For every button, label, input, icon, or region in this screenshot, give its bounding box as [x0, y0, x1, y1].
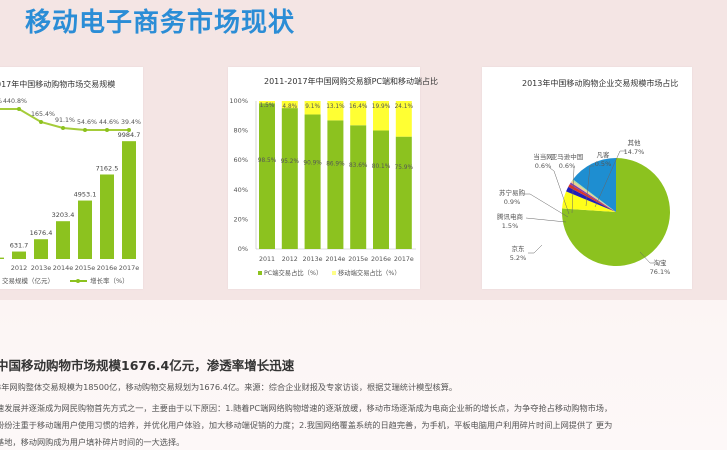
svg-text:交易规模（亿元）: 交易规模（亿元） [2, 276, 54, 285]
paragraph-body-2: 纷纷注重于移动端用户使用习惯的培养，并优化用户体验，加大移动端促销的力度；2.我… [0, 420, 613, 430]
chart-pc-mobile-plot: 0% 20% 40% 60% 80% 100% 1.5% 98.5% 2011 4.8% 95.2%… [229, 97, 416, 277]
svg-text:80.1%: 80.1% [372, 164, 391, 170]
svg-text:2014e: 2014e [325, 256, 345, 263]
svg-text:0%: 0% [238, 245, 248, 253]
chart-pc-mobile-share: 2011-2017年中国网购交易额PC端和移动端占比 0% 20% 40% 60% 80… [228, 67, 438, 289]
page-title: 移动电子商务市场现状 [25, 8, 296, 38]
chart-market-size-plot: 631.7 2012 1676.4 2013e 3203.4 2014e 4953.1 201… [0, 98, 141, 285]
svg-text:98.5%: 98.5% [258, 158, 277, 164]
svg-text:165.4%: 165.4% [31, 111, 55, 118]
bar [78, 200, 92, 259]
svg-text:3203.4: 3203.4 [52, 211, 75, 219]
svg-text:39.4%: 39.4% [121, 119, 141, 126]
svg-text:16.4%: 16.4% [349, 104, 368, 110]
svg-text:移动端交易占比（%）: 移动端交易占比（%） [338, 268, 401, 277]
chart-company-share: 2013年中国移动购物企业交易规模市场占比 其他 14.7% 凡客 0.5% 亚马逊中国… [482, 67, 692, 289]
pie-slice [570, 180, 616, 212]
svg-text:1676.4: 1676.4 [30, 229, 53, 237]
section-headline: 中国移动购物市场规模1676.4亿元，渗透率增长迅速 [0, 358, 295, 373]
chart-title: 2013年中国移动购物企业交易规模市场占比 [522, 79, 679, 88]
svg-text:60%: 60% [234, 156, 248, 164]
svg-text:京东: 京东 [512, 244, 526, 253]
bar [100, 174, 114, 259]
bar [34, 239, 48, 259]
chart-title: 017年中国移动购物市场交易规模 [0, 80, 116, 89]
pie-slice [569, 182, 616, 212]
svg-text:2014e: 2014e [53, 264, 74, 272]
chart-title: 2011-2017年中国网购交易额PC端和移动端占比 [264, 77, 439, 86]
svg-text:100%: 100% [229, 97, 248, 105]
svg-text:4.8%: 4.8% [282, 104, 297, 110]
svg-text:0.5%: 0.5% [595, 160, 612, 168]
svg-text:14.7%: 14.7% [624, 148, 645, 156]
svg-text:PC端交易占比（%）: PC端交易占比（%） [264, 268, 322, 277]
bar [0, 257, 4, 259]
svg-text:24.1%: 24.1% [395, 104, 414, 110]
svg-text:13.1%: 13.1% [326, 104, 345, 110]
bar [12, 251, 26, 259]
svg-text:2012: 2012 [282, 256, 298, 263]
pie-slice [572, 158, 616, 212]
svg-text:2015e: 2015e [348, 256, 368, 263]
svg-text:20%: 20% [234, 215, 248, 223]
bar [56, 221, 70, 259]
svg-text:淘宝: 淘宝 [654, 258, 668, 267]
svg-text:2013e: 2013e [303, 256, 323, 263]
paragraph-body-1: 速发展并逐渐成为网民购物首先方式之一，主要由于以下原因：1.随着PC端网络购物增… [0, 403, 613, 413]
svg-text:2011: 2011 [259, 256, 275, 263]
svg-text:7162.5: 7162.5 [96, 164, 119, 172]
svg-text:2016e: 2016e [97, 264, 118, 272]
svg-text:86.9%: 86.9% [326, 162, 345, 168]
svg-text:2017e: 2017e [119, 264, 140, 272]
svg-text:76.1%: 76.1% [650, 268, 671, 276]
svg-text:其他: 其他 [628, 138, 642, 147]
svg-text:9.1%: 9.1% [305, 104, 320, 110]
svg-text:增长率（%）: 增长率（%） [90, 276, 129, 285]
svg-text:0.6%: 0.6% [535, 162, 552, 170]
paragraph-body-3: 基地，移动网购成为用户填补碎片时间的一大选择。 [0, 437, 185, 447]
svg-text:0.9%: 0.9% [504, 198, 521, 206]
svg-text:当当网: 当当网 [533, 152, 553, 161]
svg-text:2015e: 2015e [75, 264, 96, 272]
svg-text:95.2%: 95.2% [281, 159, 300, 165]
svg-text:40%: 40% [234, 186, 248, 194]
pie-slice [566, 186, 616, 212]
svg-text:631.7: 631.7 [10, 242, 29, 250]
svg-text:0.6%: 0.6% [559, 162, 576, 170]
svg-text:2017e: 2017e [394, 256, 414, 263]
pie-slice [568, 184, 616, 212]
svg-text:2013e: 2013e [31, 264, 52, 272]
paragraph-source: 3年网购整体交易规模为18500亿，移动购物交易规划为1676.4亿。来源：综合… [0, 382, 458, 392]
pie-slice [571, 179, 616, 212]
bar [122, 141, 136, 259]
svg-text:9984.7: 9984.7 [118, 131, 141, 139]
svg-text:%: % [0, 98, 2, 105]
chart-market-size: 017年中国移动购物市场交易规模 631.7 2012 1676.4 2013e 320… [0, 67, 143, 289]
svg-text:44.6%: 44.6% [99, 119, 119, 126]
svg-text:4953.1: 4953.1 [74, 191, 97, 199]
svg-text:凡客: 凡客 [597, 150, 611, 159]
svg-text:440.8%: 440.8% [3, 98, 27, 105]
svg-text:腾讯电商: 腾讯电商 [497, 212, 524, 221]
svg-text:90.9%: 90.9% [303, 160, 322, 166]
svg-text:2012: 2012 [11, 264, 28, 272]
svg-text:2016e: 2016e [371, 256, 391, 263]
svg-text:苏宁易购: 苏宁易购 [499, 188, 526, 197]
svg-text:1.5%: 1.5% [502, 222, 519, 230]
background-lower [0, 300, 727, 450]
pie-slice [562, 191, 616, 212]
svg-text:1.5%: 1.5% [260, 103, 275, 109]
svg-text:5.2%: 5.2% [510, 254, 527, 262]
svg-text:80%: 80% [234, 127, 248, 135]
svg-text:54.6%: 54.6% [77, 119, 97, 126]
svg-text:91.1%: 91.1% [55, 117, 75, 124]
svg-text:75.9%: 75.9% [395, 165, 414, 171]
chart-company-share-pie: 其他14.7%凡客0.5%亚马逊中国0.6%当当网0.6%苏宁易购0.9%腾讯电… [497, 138, 671, 276]
svg-text:19.9%: 19.9% [372, 104, 391, 110]
svg-text:83.6%: 83.6% [349, 163, 368, 169]
svg-text:亚马逊中国: 亚马逊中国 [551, 152, 584, 161]
